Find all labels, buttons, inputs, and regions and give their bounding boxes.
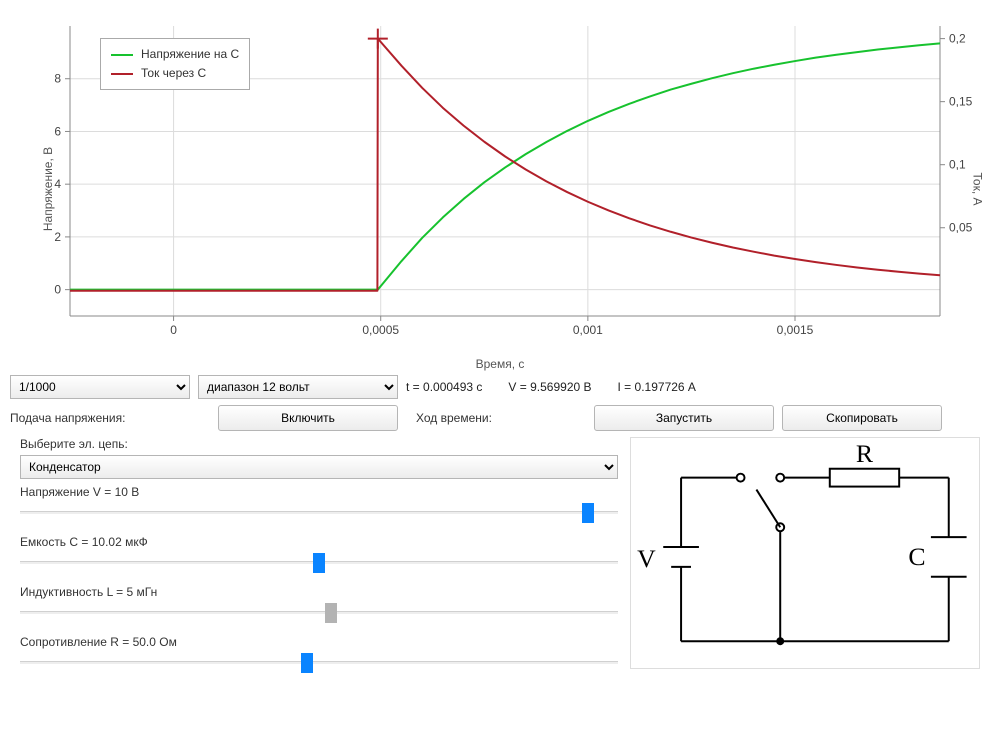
circuit-label-row: Выберите эл. цепь: [20,437,618,451]
button-row: Подача напряжения: Включить Ход времени:… [10,405,990,431]
readout-v: V = 9.569920 В [508,380,591,394]
slider-capacitance-thumb[interactable] [313,553,325,573]
speed-select[interactable]: 1/11/101/1001/10001/10000 [10,375,190,399]
legend-item-current: Ток через С [111,64,239,83]
slider-voltage: Напряжение V = 10 В [20,485,618,521]
readout-i-value: 0.197726 А [635,380,696,394]
sliders-panel: Выберите эл. цепь: КонденсаторКатушкаRLC… [20,437,618,685]
slider-voltage-thumb[interactable] [582,503,594,523]
circuit-select-row: КонденсаторКатушкаRLC контур [20,455,618,479]
enable-supply-button[interactable]: Включить [218,405,398,431]
readout-t-label: t = [406,380,420,394]
readout-i-label: I = [618,380,632,394]
slider-capacitance: Емкость C = 10.02 мкФ [20,535,618,571]
slider-resistance: Сопротивление R = 50.0 Ом [20,635,618,671]
svg-text:0,15: 0,15 [949,95,973,109]
svg-text:4: 4 [54,177,61,191]
y-right-axis-label: Ток, А [971,172,985,205]
readout-t-value: 0.000493 c [423,380,482,394]
controls-panel: 1/11/101/1001/10001/10000 диапазон 5 вол… [0,371,1000,685]
slider-resistance-thumb[interactable] [301,653,313,673]
legend-label-current: Ток через С [141,64,206,83]
svg-text:0,1: 0,1 [949,158,966,172]
legend-item-voltage: Напряжение на С [111,45,239,64]
slider-inductance-thumb [325,603,337,623]
supply-label: Подача напряжения: [10,411,210,425]
readout-t: t = 0.000493 c [406,380,482,394]
svg-text:V: V [637,544,656,573]
slider-inductance-label: Индуктивность L = 5 мГн [20,585,618,599]
slider-resistance-track[interactable] [20,655,618,671]
svg-text:8: 8 [54,72,61,86]
slider-inductance: Индуктивность L = 5 мГн [20,585,618,621]
svg-text:0,0015: 0,0015 [777,323,814,337]
readout-v-label: V = [508,380,526,394]
readout-row: 1/11/101/1001/10001/10000 диапазон 5 вол… [10,375,990,399]
y-left-axis-label: Напряжение, В [41,146,55,230]
time-label: Ход времени: [416,411,586,425]
svg-text:0,2: 0,2 [949,32,966,46]
legend-swatch-current [111,73,133,75]
slider-capacitance-track[interactable] [20,555,618,571]
svg-text:6: 6 [54,124,61,138]
range-select[interactable]: диапазон 5 вольтдиапазон 12 вольтдиапазо… [198,375,398,399]
chart-legend: Напряжение на С Ток через С [100,38,250,90]
slider-voltage-label: Напряжение V = 10 В [20,485,618,499]
legend-label-voltage: Напряжение на С [141,45,239,64]
slider-inductance-track [20,605,618,621]
svg-text:0,0005: 0,0005 [362,323,399,337]
chart-panel: 0 0,0005 0,001 0,0015 0 2 4 6 8 0,05 0,1 0,15 0,2 На… [10,6,990,371]
slider-resistance-label: Сопротивление R = 50.0 Ом [20,635,618,649]
svg-text:0: 0 [170,323,177,337]
slider-voltage-track[interactable] [20,505,618,521]
svg-text:2: 2 [54,230,61,244]
readout-i: I = 0.197726 А [618,380,696,394]
svg-text:R: R [856,439,874,468]
svg-text:0,05: 0,05 [949,221,973,235]
circuit-select[interactable]: КонденсаторКатушкаRLC контур [20,455,618,479]
readout-v-value: 9.569920 В [530,380,591,394]
copy-button[interactable]: Скопировать [782,405,942,431]
legend-swatch-voltage [111,54,133,56]
svg-text:C: C [908,542,925,571]
x-axis-label: Время, c [476,357,525,371]
bottom-panel: Выберите эл. цепь: КонденсаторКатушкаRLC… [10,437,990,685]
svg-text:0: 0 [54,283,61,297]
circuit-diagram-panel: V R C [630,437,980,672]
slider-capacitance-label: Емкость C = 10.02 мкФ [20,535,618,549]
run-button[interactable]: Запустить [594,405,774,431]
circuit-label: Выберите эл. цепь: [20,437,128,451]
svg-text:0,001: 0,001 [573,323,603,337]
circuit-diagram: V R C [630,437,980,669]
